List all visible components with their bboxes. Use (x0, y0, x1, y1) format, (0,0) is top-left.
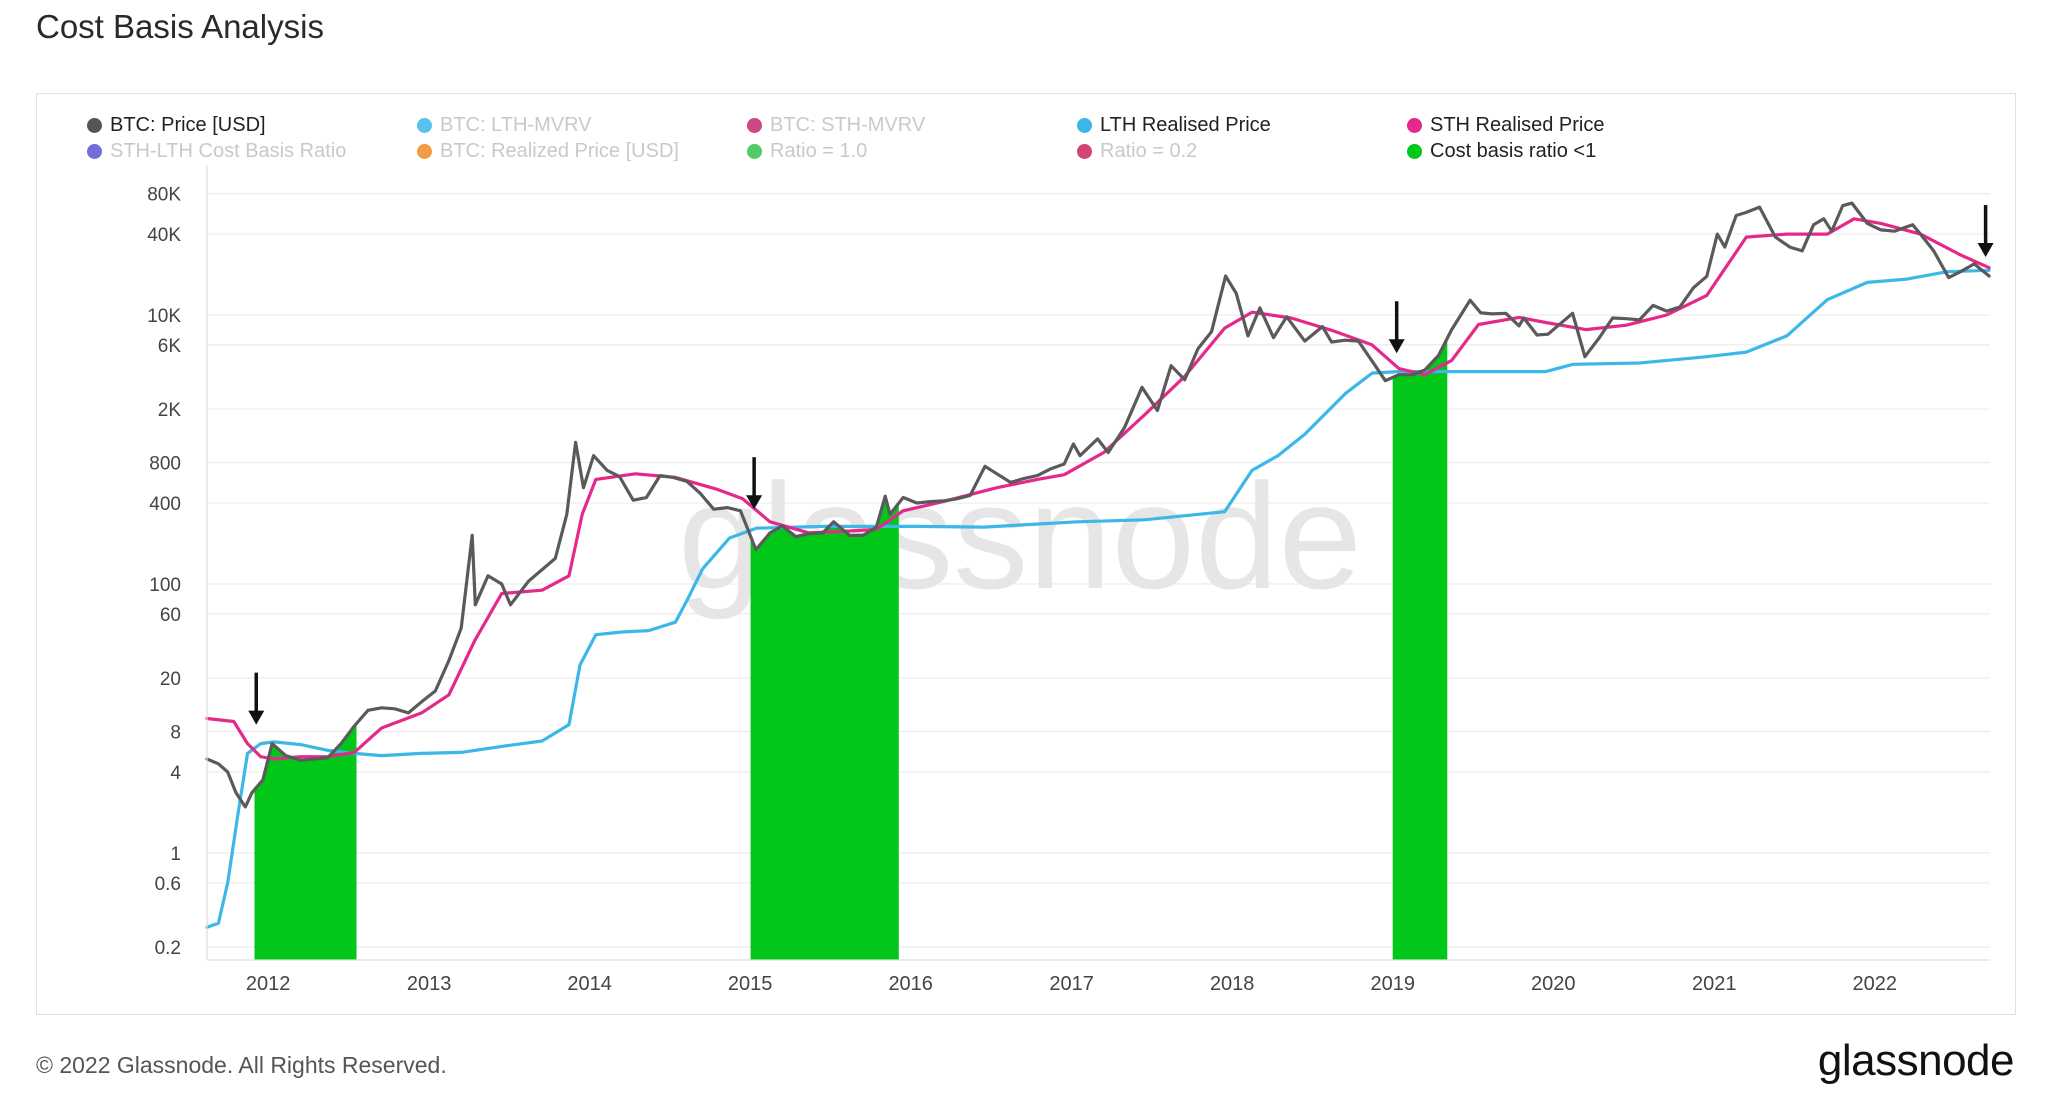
y-tick-label: 6K (158, 336, 182, 357)
legend-swatch (1407, 144, 1422, 159)
legend-swatch (417, 144, 432, 159)
legend-item[interactable]: Cost basis ratio <1 (1407, 140, 1596, 163)
legend-item[interactable]: LTH Realised Price (1077, 114, 1271, 137)
y-tick-label: 100 (149, 575, 181, 596)
legend-item[interactable]: BTC: STH-MVRV (747, 114, 925, 137)
legend-item[interactable]: Ratio = 1.0 (747, 140, 867, 163)
annotation-arrow-head (248, 710, 265, 725)
y-tick-label: 80K (147, 185, 181, 206)
lth-realised-price-line (205, 268, 1991, 929)
annotation-arrow-head (1388, 339, 1405, 354)
legend-label: Cost basis ratio <1 (1430, 140, 1597, 162)
legend-item[interactable]: BTC: Price [USD] (87, 114, 266, 137)
glassnode-logo[interactable]: glassnode (1817, 1036, 2015, 1085)
y-tick-label: 40K (147, 225, 181, 246)
y-tick-label: 1 (170, 844, 181, 865)
x-tick-label: 2012 (246, 973, 291, 995)
cost-basis-ratio-region (1392, 338, 1448, 960)
y-tick-label: 60 (160, 605, 181, 626)
legend-swatch (1077, 118, 1092, 133)
cost-basis-ratio-region (750, 496, 899, 960)
copyright-text: © 2022 Glassnode. All Rights Reserved. (36, 1052, 447, 1078)
x-tick-label: 2013 (407, 973, 452, 995)
x-tick-label: 2022 (1853, 973, 1898, 995)
legend-label: STH Realised Price (1430, 114, 1605, 136)
legend-item[interactable]: BTC: Realized Price [USD] (417, 140, 679, 163)
annotation-arrow-head (746, 495, 763, 510)
btc-price-line (205, 201, 1991, 809)
y-tick-label: 800 (149, 454, 181, 475)
legend-swatch (1407, 118, 1422, 133)
y-tick-label: 4 (170, 763, 181, 784)
x-tick-label: 2021 (1692, 973, 1737, 995)
x-tick-label: 2020 (1531, 973, 1576, 995)
legend-label: Ratio = 1.0 (770, 140, 868, 162)
legend-swatch (747, 144, 762, 159)
y-tick-label: 400 (149, 494, 181, 515)
y-tick-label: 2K (158, 400, 182, 421)
legend-item[interactable]: BTC: LTH-MVRV (417, 114, 592, 137)
x-tick-label: 2019 (1370, 973, 1415, 995)
legend-label: Ratio = 0.2 (1100, 140, 1198, 162)
legend-label: BTC: Realized Price [USD] (440, 140, 679, 162)
x-tick-label: 2018 (1210, 973, 1255, 995)
legend-swatch (417, 118, 432, 133)
cost-basis-ratio-region (254, 723, 357, 960)
y-tick-label: 0.2 (155, 938, 181, 959)
x-tick-label: 2017 (1049, 973, 1094, 995)
chart-panel: BTC: Price [USD] BTC: LTH-MVRV BTC: STH-MV… (36, 93, 2016, 1015)
legend-label: BTC: LTH-MVRV (440, 114, 592, 136)
legend-item[interactable]: Ratio = 0.2 (1077, 140, 1197, 163)
x-tick-label: 2014 (567, 973, 612, 995)
legend-label: BTC: Price [USD] (110, 114, 266, 136)
legend-swatch (87, 144, 102, 159)
legend-item[interactable]: STH Realised Price (1407, 114, 1605, 137)
legend-item[interactable]: STH-LTH Cost Basis Ratio (87, 140, 346, 163)
y-tick-label: 10K (147, 306, 181, 327)
y-tick-label: 0.6 (155, 874, 181, 895)
annotation-arrow-head (1977, 243, 1994, 258)
legend-label: BTC: STH-MVRV (770, 114, 926, 136)
page-title: Cost Basis Analysis (36, 8, 324, 45)
legend-label: STH-LTH Cost Basis Ratio (110, 140, 347, 162)
y-tick-label: 20 (160, 669, 181, 690)
x-tick-label: 2016 (888, 973, 933, 995)
legend-swatch (87, 118, 102, 133)
legend-label: LTH Realised Price (1100, 114, 1271, 136)
legend-swatch (1077, 144, 1092, 159)
legend-swatch (747, 118, 762, 133)
y-tick-label: 8 (170, 723, 181, 744)
x-tick-label: 2015 (728, 973, 773, 995)
sth-realised-price-line (205, 217, 1991, 761)
